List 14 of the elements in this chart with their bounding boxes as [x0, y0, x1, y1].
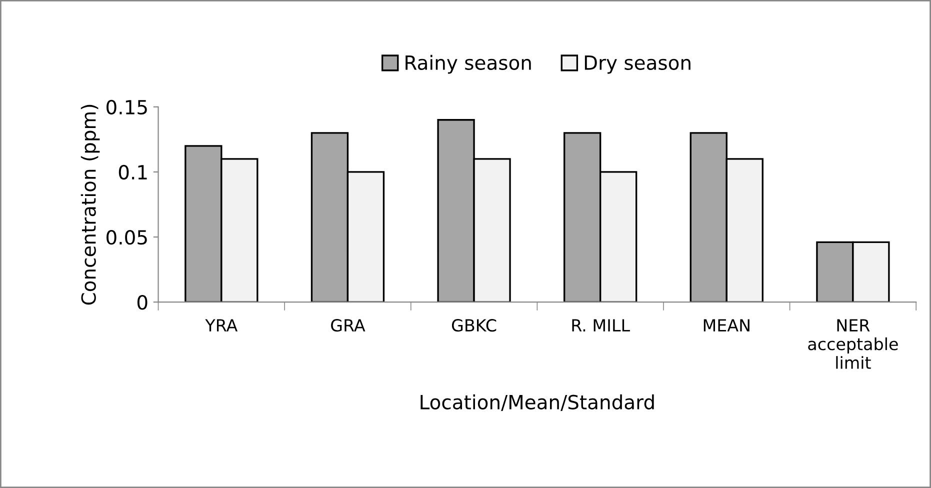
- x-tick-label: GBKC: [452, 319, 496, 332]
- y-tick-label: 0: [137, 295, 148, 310]
- x-tick-label: GRA: [331, 319, 366, 332]
- y-tick-label: 0.15: [106, 100, 147, 115]
- x-tick-label: MEAN: [704, 319, 750, 332]
- y-axis-title: Concentration (ppm): [80, 104, 100, 305]
- y-tick-label: 0.05: [106, 230, 147, 245]
- y-tick-label: 0.1: [118, 164, 147, 180]
- x-tick-label: NER acceptable limit: [808, 319, 898, 369]
- x-tick-label: R. MILL: [572, 319, 630, 332]
- x-tick-label: YRA: [205, 319, 238, 332]
- legend-label: Rainy season: [406, 54, 531, 74]
- legend-label: Dry season: [584, 56, 690, 74]
- x-axis-title: Location/Mean/Standard: [420, 394, 654, 411]
